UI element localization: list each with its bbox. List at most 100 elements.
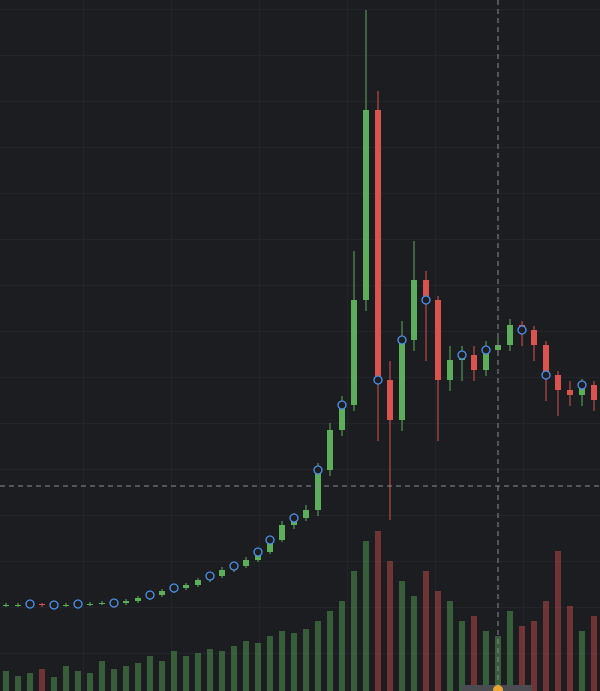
candle-body [339, 405, 345, 430]
candle-body [543, 345, 549, 375]
volume-bar [315, 621, 321, 691]
volume-bar [387, 561, 393, 691]
marker [205, 571, 215, 581]
marker [169, 583, 179, 593]
marker [73, 599, 83, 609]
marker [289, 513, 299, 523]
candle-body [99, 603, 105, 604]
volume-bar [159, 661, 165, 691]
candle-body [363, 110, 369, 300]
volume-bar [555, 551, 561, 691]
volume-bar [459, 621, 465, 691]
volume-bar [15, 676, 21, 691]
volume-bar [243, 641, 249, 691]
candle-body [483, 350, 489, 370]
marker [145, 590, 155, 600]
candle-body [423, 280, 429, 300]
candle-body [591, 385, 597, 400]
volume-bar [495, 636, 501, 691]
volume-bar [39, 669, 45, 691]
volume-bar [543, 601, 549, 691]
volume-bar [303, 629, 309, 691]
candle-body [219, 570, 225, 576]
candle-body [531, 330, 537, 345]
candle-body [159, 591, 165, 595]
volume-bar [435, 591, 441, 691]
candle-body [375, 110, 381, 380]
volume-bar [27, 673, 33, 691]
marker [577, 380, 587, 390]
marker [373, 375, 383, 385]
volume-bar [99, 661, 105, 691]
marker [313, 465, 323, 475]
volume-bar [567, 606, 573, 691]
candle-body [195, 580, 201, 585]
candle-body [135, 598, 141, 601]
marker [109, 598, 119, 608]
marker [421, 295, 431, 305]
candle-body [183, 585, 189, 588]
volume-bar [327, 611, 333, 691]
volume-bar [135, 663, 141, 691]
marker [397, 335, 407, 345]
marker [229, 561, 239, 571]
volume-bar [579, 631, 585, 691]
marker [517, 325, 527, 335]
volume-bar [63, 666, 69, 691]
volume-bar [507, 611, 513, 691]
marker [457, 350, 467, 360]
candle-body [471, 355, 477, 370]
volume-bar [123, 666, 129, 691]
candle-body [351, 300, 357, 405]
volume-bar [339, 601, 345, 691]
candle-body [447, 360, 453, 380]
marker [253, 547, 263, 557]
marker [265, 535, 275, 545]
candle-body [63, 605, 69, 606]
candle-body [39, 604, 45, 605]
volume-bar [195, 653, 201, 691]
marker [49, 600, 59, 610]
candle-body [435, 300, 441, 380]
volume-bar [51, 677, 57, 691]
candle-body [555, 375, 561, 390]
volume-bar [255, 643, 261, 691]
volume-bar [207, 649, 213, 691]
candle-body [327, 430, 333, 470]
volume-bar [411, 596, 417, 691]
marker [25, 599, 35, 609]
candle-body [279, 525, 285, 540]
volume-bar [423, 571, 429, 691]
volume-bar [87, 673, 93, 691]
candle-body [243, 560, 249, 566]
volume-bar [531, 621, 537, 691]
candle-body [3, 605, 9, 606]
volume-bar [267, 636, 273, 691]
volume-bar [291, 633, 297, 691]
volume-bar [447, 601, 453, 691]
volume-bar [219, 651, 225, 691]
volume-layer [3, 531, 597, 691]
volume-bar [279, 631, 285, 691]
volume-bar [231, 646, 237, 691]
candle-body [303, 510, 309, 518]
event-icon[interactable] [493, 685, 503, 691]
volume-bar [171, 651, 177, 691]
volume-bar [183, 656, 189, 691]
volume-bar [471, 616, 477, 691]
volume-bar [351, 571, 357, 691]
volume-bar [363, 541, 369, 691]
candle-body [15, 605, 21, 606]
volume-bar [375, 531, 381, 691]
marker [337, 400, 347, 410]
volume-bar [111, 669, 117, 691]
candle-body [579, 385, 585, 395]
volume-bar [75, 671, 81, 691]
candle-body [123, 601, 129, 603]
candle-body [399, 340, 405, 420]
marker [541, 370, 551, 380]
volume-bar [147, 656, 153, 691]
candle-body [315, 470, 321, 510]
candle-body [567, 390, 573, 395]
